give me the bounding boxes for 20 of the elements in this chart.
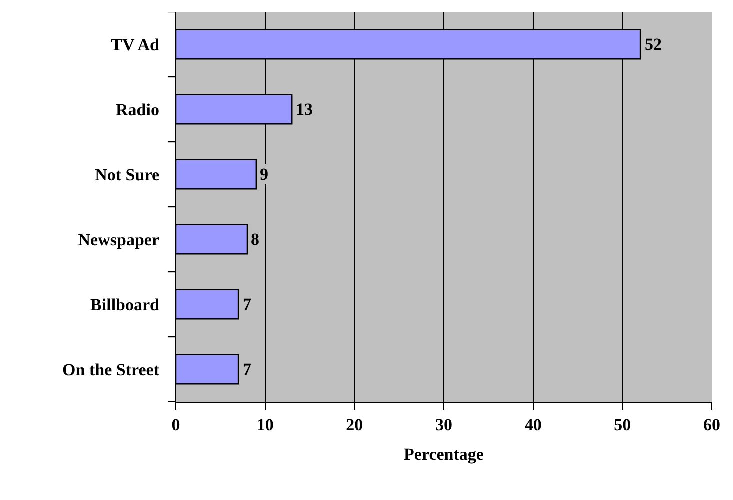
data-label: 8	[251, 230, 260, 249]
data-label: 7	[243, 360, 252, 379]
x-axis-title: Percentage	[404, 444, 484, 464]
y-tick-label: TV Ad	[111, 35, 160, 54]
data-label: 7	[243, 295, 252, 314]
data-label: 9	[260, 165, 268, 184]
x-tick-label: 30	[436, 416, 452, 434]
x-tick-label: 0	[172, 416, 180, 434]
y-tick-label: Newspaper	[78, 230, 160, 250]
x-tick-label: 50	[614, 416, 632, 434]
y-tick-label: Billboard	[90, 295, 160, 314]
data-label: 52	[645, 35, 662, 54]
x-tick-label: 40	[524, 416, 542, 434]
y-tick-label: Radio	[116, 100, 160, 120]
data-label: 13	[296, 100, 313, 119]
x-tick-label: 20	[346, 416, 364, 434]
y-tick-label: Not Sure	[95, 165, 160, 184]
x-tick-label: 10	[256, 416, 274, 434]
y-tick-label: On the Street	[62, 360, 160, 380]
x-tick-label: 60	[704, 416, 720, 434]
